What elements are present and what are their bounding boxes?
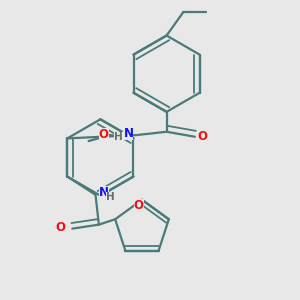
Text: H: H — [106, 192, 115, 202]
Text: O: O — [98, 128, 109, 141]
Text: H: H — [114, 132, 123, 142]
Text: O: O — [134, 199, 144, 212]
Text: O: O — [197, 130, 207, 143]
Text: O: O — [55, 221, 65, 235]
Text: N: N — [99, 186, 109, 199]
Text: N: N — [123, 127, 134, 140]
